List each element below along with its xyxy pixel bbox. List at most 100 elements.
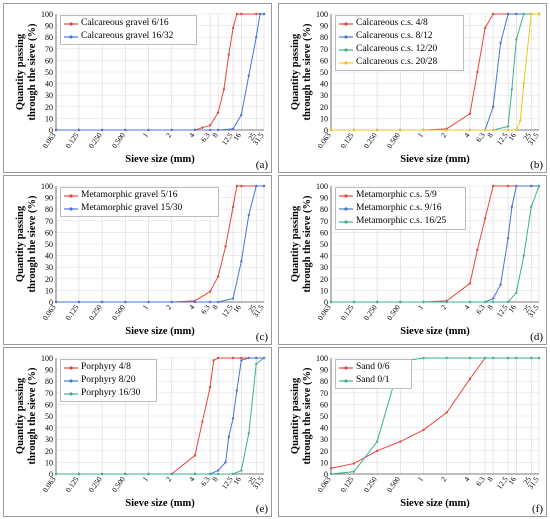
data-point (537, 356, 541, 360)
y-axis-label-line2: through the sieve (%) (302, 367, 313, 465)
data-point (445, 411, 448, 414)
y-tick-label: 30 (320, 435, 328, 444)
legend-item: Calcareous c.s. 20/28 (339, 56, 459, 69)
y-tick-label: 70 (320, 389, 328, 398)
y-tick-label: 10 (320, 114, 328, 123)
data-point (352, 300, 356, 304)
data-point (255, 36, 258, 39)
data-point (54, 300, 58, 304)
y-tick-label: 100 (41, 10, 53, 19)
data-point (530, 12, 533, 16)
y-tick-label: 100 (41, 354, 53, 363)
y-tick-label: 90 (320, 194, 328, 203)
data-point (483, 300, 487, 304)
data-point (201, 126, 204, 129)
y-tick-label: 50 (320, 412, 328, 421)
data-point (208, 472, 212, 476)
data-point (491, 184, 495, 188)
data-point (231, 472, 235, 476)
data-point (208, 124, 212, 127)
data-point (468, 128, 472, 132)
y-tick-label: 30 (45, 263, 53, 272)
data-point (468, 300, 472, 304)
y-tick-label: 80 (45, 205, 53, 214)
x-tick-label: 4 (462, 303, 472, 311)
y-axis-label: Quantity passing through the sieve (%) (290, 7, 316, 137)
data-point (193, 128, 197, 132)
chart-svg: 0 10 20 30 40 50 60 70 80 90 100 0.063 0.125 0.250 0.5… (41, 354, 266, 494)
data-point (235, 389, 239, 392)
legend-swatch (64, 34, 78, 39)
y-tick-label: 20 (45, 103, 53, 112)
y-tick-label: 90 (45, 366, 53, 375)
legend-swatch (64, 21, 78, 26)
data-point (231, 26, 235, 30)
data-point (240, 113, 243, 117)
y-axis-label-line2: through the sieve (%) (302, 23, 313, 121)
x-axis-label: Sieve size (mm) (125, 498, 195, 509)
chart-panel: 0 10 20 30 40 50 60 70 80 90 100 0.063 0.125 0.250 0.5… (3, 3, 272, 173)
data-point (515, 291, 518, 294)
data-point (227, 435, 230, 439)
x-tick-label: 2 (439, 475, 449, 483)
x-tick-label: 25 (246, 303, 258, 315)
data-point (240, 356, 243, 360)
y-axis-label: Quantity passing through the sieve (%) (15, 351, 41, 481)
legend-item: Porphyry 8/20 (64, 374, 152, 387)
x-tick-label: 0.250 (87, 131, 104, 150)
x-tick-label: 0.063 (316, 475, 333, 494)
panel-letter: (f) (532, 503, 543, 515)
legend-item: Metamorphic c.s. 16/25 (339, 215, 461, 228)
x-tick-label: 0.063 (41, 303, 58, 322)
data-point (445, 356, 448, 360)
data-point (515, 38, 518, 41)
x-tick-label: 0.063 (41, 475, 58, 494)
y-tick-label: 80 (45, 33, 53, 42)
y-tick-label: 70 (320, 45, 328, 54)
y-axis-label-line1: Quantity passing (15, 205, 26, 283)
chart-panel: 0 10 20 30 40 50 60 70 80 90 100 0.063 0.125 0.250 0.5… (278, 175, 547, 345)
data-point (100, 128, 104, 132)
data-point (170, 472, 173, 476)
y-tick-label: 100 (41, 182, 53, 191)
data-point (255, 12, 258, 16)
data-point (499, 41, 502, 45)
data-point (216, 469, 220, 472)
data-point (506, 237, 510, 240)
chart-panel: 0 10 20 30 40 50 60 70 80 90 100 0.063 0.125 0.250 0.5… (3, 175, 272, 345)
legend: Calcareous c.s. 4/8 Calcareous c.s. 8/12 C… (335, 15, 464, 71)
legend-label: Calcareous gravel 16/32 (81, 31, 174, 41)
chart-panel: 0 10 20 30 40 50 60 70 80 90 100 0.063 0.125 0.250 0.5… (278, 347, 547, 517)
x-tick-label: 2 (439, 131, 449, 139)
data-point (227, 53, 230, 56)
data-point (54, 472, 58, 476)
x-tick-label: 8 (485, 475, 495, 483)
y-tick-label: 10 (45, 286, 53, 295)
data-point (468, 282, 472, 285)
x-tick-label: 0.500 (385, 475, 402, 494)
data-point (476, 70, 479, 74)
data-point (193, 472, 197, 476)
x-tick-label: 25 (246, 475, 258, 487)
data-point (352, 128, 356, 132)
legend-label: Metamorphic c.s. 9/16 (356, 203, 442, 213)
data-point (193, 454, 197, 457)
y-axis-label: Quantity passing through the sieve (%) (290, 351, 316, 481)
x-tick-label: 16 (506, 131, 518, 143)
data-point (445, 128, 448, 132)
legend-swatch (339, 21, 353, 26)
data-point (491, 128, 495, 132)
x-tick-label: 25 (246, 131, 258, 143)
x-tick-label: 1 (416, 131, 426, 139)
data-point (399, 128, 402, 132)
x-tick-label: 4 (187, 475, 197, 483)
data-point (77, 300, 81, 304)
data-point (352, 462, 356, 465)
x-tick-label: 0.250 (87, 475, 104, 494)
data-point (329, 472, 333, 476)
data-point (375, 440, 379, 443)
data-point (515, 184, 518, 188)
y-tick-label: 90 (45, 194, 53, 203)
data-point (522, 254, 525, 257)
legend-swatch (64, 378, 78, 383)
